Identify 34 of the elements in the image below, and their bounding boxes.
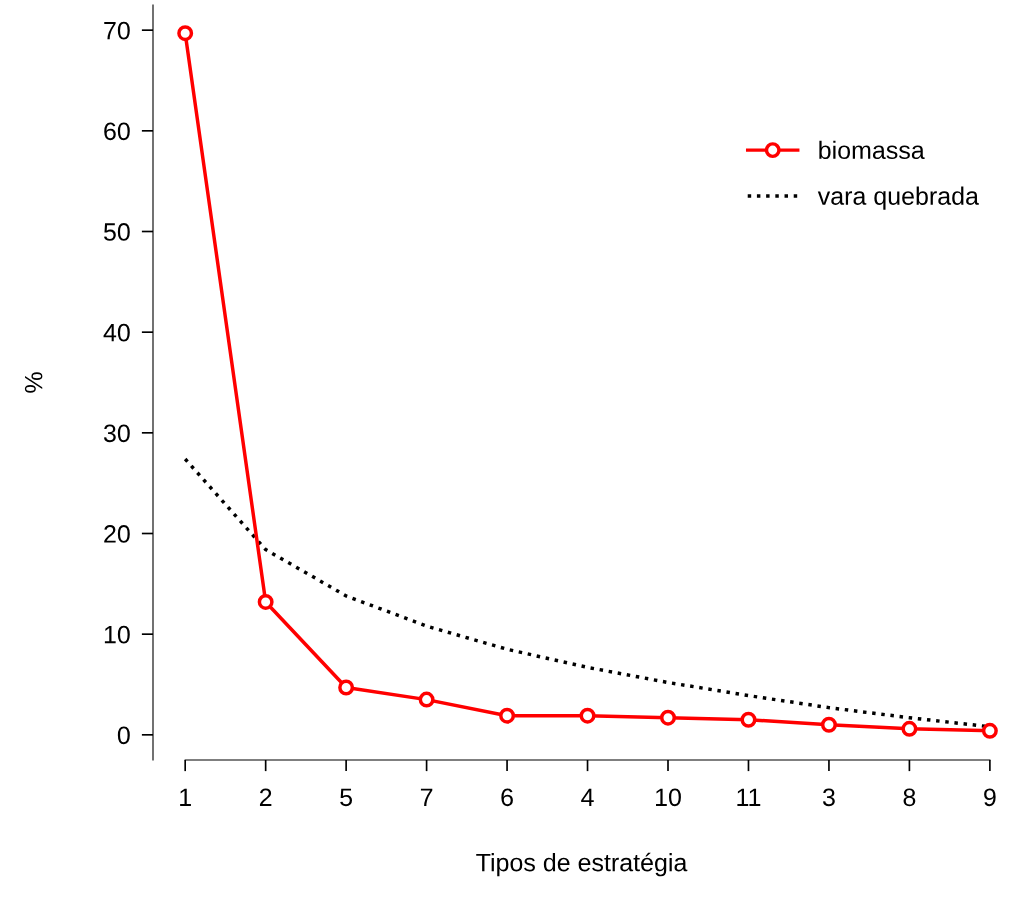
y-tick-label: 70 xyxy=(104,21,130,40)
x-tick-label: 6 xyxy=(501,788,513,807)
x-tick-label: 3 xyxy=(822,788,835,807)
point xyxy=(177,25,194,42)
legend-label: vara quebrada xyxy=(817,186,979,210)
point xyxy=(338,679,355,696)
x-tick-label: 4 xyxy=(581,788,594,806)
point xyxy=(820,716,837,733)
x-tick-label: 9 xyxy=(984,788,996,807)
y-axis-title: % xyxy=(24,372,43,393)
x-tick-label: 5 xyxy=(340,788,353,807)
x-tick-label: 1 xyxy=(180,788,191,806)
x-tick-label: 8 xyxy=(903,788,916,807)
point xyxy=(579,707,596,724)
y-tick-label: 40 xyxy=(103,323,130,342)
x-tick-label: 10 xyxy=(656,788,681,807)
point xyxy=(981,722,998,739)
y-tick-label: 10 xyxy=(104,625,130,644)
legend-label: biomassa xyxy=(819,140,925,160)
y-tick-label: 0 xyxy=(117,726,130,745)
point xyxy=(257,593,274,610)
point xyxy=(499,707,516,724)
x-tick-label: 11 xyxy=(737,788,761,806)
x-tick-label: 2 xyxy=(259,788,272,806)
y-tick-label: 30 xyxy=(103,424,130,443)
point xyxy=(740,711,757,728)
point xyxy=(660,709,676,726)
x-tick-label: 7 xyxy=(420,788,433,806)
point xyxy=(901,720,918,737)
point xyxy=(418,691,435,708)
y-tick-label: 60 xyxy=(104,122,130,141)
x-axis-title: Tipos de estratégia xyxy=(476,852,688,877)
y-tick-label: 50 xyxy=(103,223,130,241)
y-tick-label: 20 xyxy=(104,525,130,543)
